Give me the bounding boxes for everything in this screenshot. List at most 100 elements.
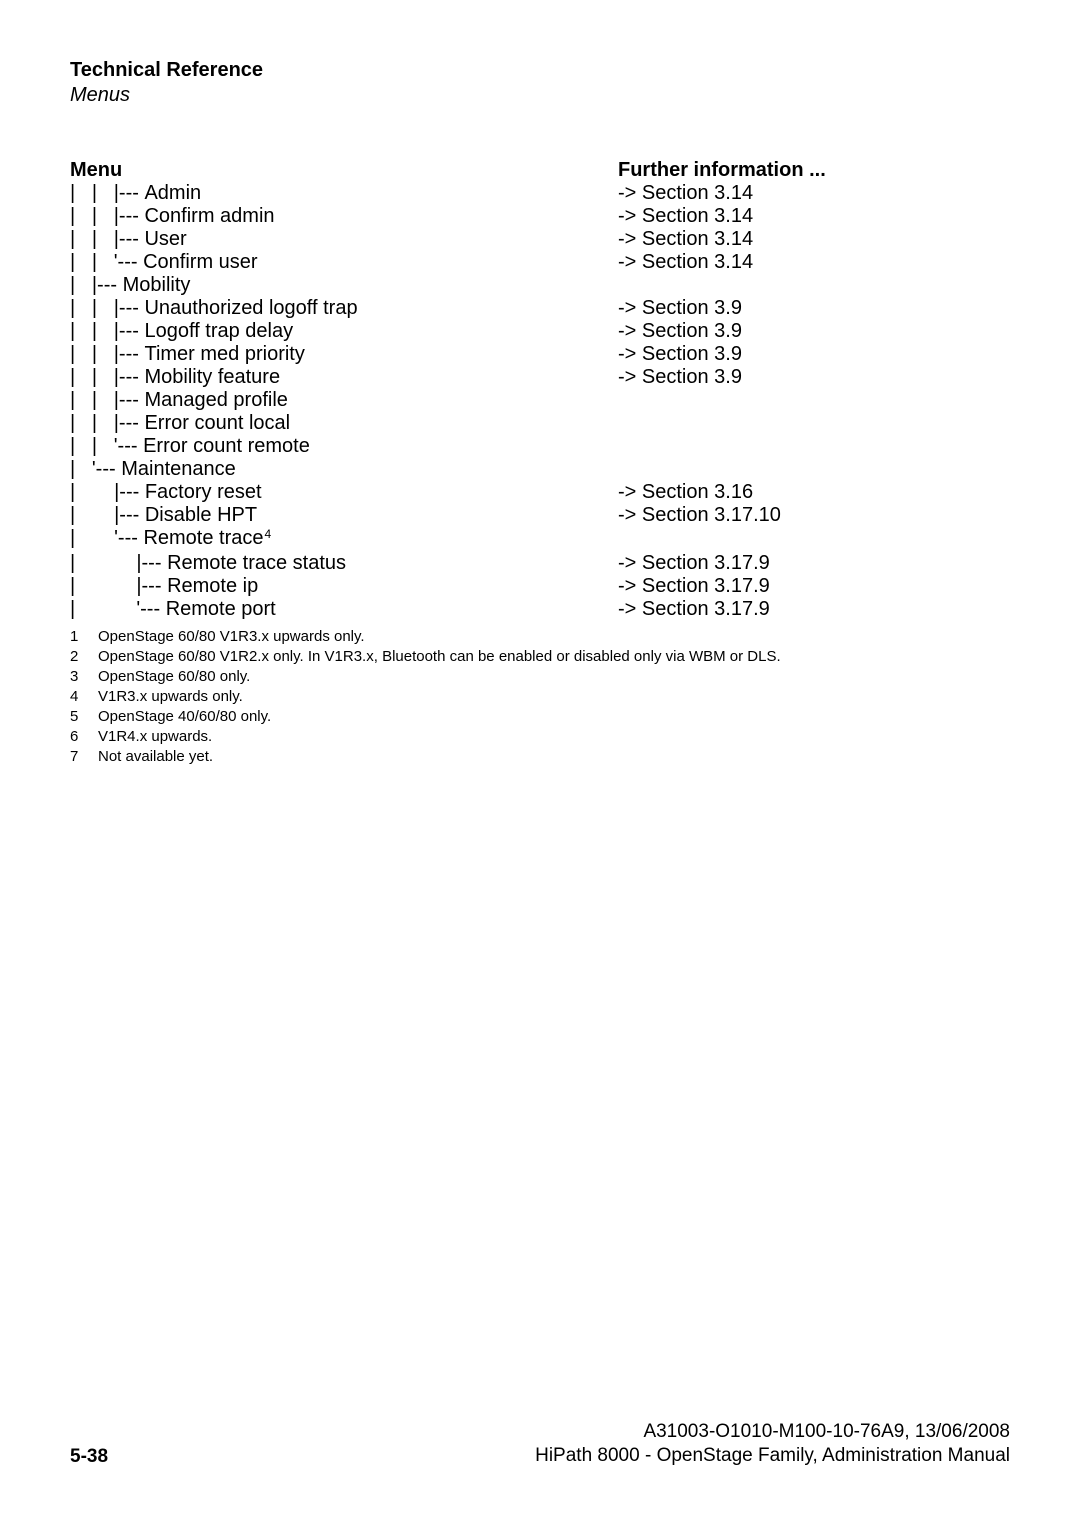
footnote-number: 1 <box>70 627 98 647</box>
page-number: 5-38 <box>70 1446 108 1468</box>
menu-row: | | '--- Confirm user-> Section 3.14 <box>70 251 1010 274</box>
footnote-row: 4V1R3.x upwards only. <box>70 687 1010 707</box>
info-cell <box>618 435 1010 458</box>
menu-cell: | |--- Factory reset <box>70 481 618 504</box>
menu-row: | | |--- Logoff trap delay -> Section 3.9 <box>70 320 1010 343</box>
menu-label: Confirm user <box>143 251 257 274</box>
menu-label: Remote ip <box>167 575 258 598</box>
info-cell: -> Section 3.9 <box>618 320 1010 343</box>
menu-label: Logoff trap delay <box>144 320 293 343</box>
menu-cell: | | |--- Unauthorized logoff trap <box>70 297 618 320</box>
menu-cell: | | |--- Error count local <box>70 412 618 435</box>
footnote-row: 3OpenStage 60/80 only. <box>70 667 1010 687</box>
menu-cell: | | |--- Admin <box>70 182 618 205</box>
info-cell: -> Section 3.14 <box>618 228 1010 251</box>
footnote-row: 2OpenStage 60/80 V1R2.x only. In V1R3.x,… <box>70 647 1010 667</box>
tree-branch: | | '--- <box>70 435 143 458</box>
header-subtitle: Menus <box>70 84 1010 107</box>
menu-row: | | |--- Unauthorized logoff trap-> Sect… <box>70 297 1010 320</box>
page: Technical Reference Menus Menu Further i… <box>0 0 1080 1528</box>
menu-cell: | | |--- Mobility feature <box>70 366 618 389</box>
menu-cell: | | |--- Timer med priority <box>70 343 618 366</box>
doc-id: A31003-O1010-M100-10-76A9, 13/06/2008 <box>535 1420 1010 1444</box>
menu-label: Confirm admin <box>144 205 274 228</box>
menu-label: Unauthorized logoff trap <box>144 297 357 320</box>
info-cell <box>618 389 1010 412</box>
tree-branch: | '--- <box>70 458 121 481</box>
menu-row: | '--- Remote trace4 <box>70 527 1010 552</box>
column-header-info: Further information ... <box>618 159 1010 182</box>
footnote-ref: 4 <box>265 523 272 546</box>
info-cell <box>618 458 1010 481</box>
tree-branch: | | |--- <box>70 228 144 251</box>
menu-label: Remote trace status <box>167 552 346 575</box>
menu-cell: | '--- Remote trace4 <box>70 527 618 552</box>
footer: 5-38 A31003-O1010-M100-10-76A9, 13/06/20… <box>70 1420 1010 1468</box>
menu-label: Factory reset <box>145 481 262 504</box>
tree-branch: | | |--- <box>70 389 144 412</box>
tree-branch: | | '--- <box>70 251 143 274</box>
footnote-row: 7Not available yet. <box>70 747 1010 767</box>
footnote-text: OpenStage 60/80 V1R3.x upwards only. <box>98 627 1010 647</box>
footnote-text: V1R4.x upwards. <box>98 727 1010 747</box>
menu-row: | | |--- User-> Section 3.14 <box>70 228 1010 251</box>
info-cell: -> Section 3.17.9 <box>618 552 1010 575</box>
menu-cell: | | |--- User <box>70 228 618 251</box>
menu-row: | | |--- Error count local <box>70 412 1010 435</box>
tree-branch: | |--- <box>70 504 145 527</box>
info-cell: -> Section 3.14 <box>618 205 1010 228</box>
menu-label: Maintenance <box>121 458 236 481</box>
info-cell: -> Section 3.16 <box>618 481 1010 504</box>
footnote-number: 6 <box>70 727 98 747</box>
tree-branch: | | |--- <box>70 343 144 366</box>
menu-label: Remote trace <box>143 527 263 550</box>
menu-row: | |--- Remote trace status -> Section 3.1… <box>70 552 1010 575</box>
footnote-row: 5OpenStage 40/60/80 only. <box>70 707 1010 727</box>
tree-branch: | '--- <box>70 598 166 621</box>
menu-row: | | |--- Confirm admin -> Section 3.14 <box>70 205 1010 228</box>
menu-label: Disable HPT <box>145 504 257 527</box>
menu-label: User <box>144 228 186 251</box>
tree-branch: | '--- <box>70 527 143 550</box>
info-cell: -> Section 3.9 <box>618 343 1010 366</box>
footnote-row: 6V1R4.x upwards. <box>70 727 1010 747</box>
tree-branch: | | |--- <box>70 412 144 435</box>
menu-cell: | |--- Disable HPT <box>70 504 618 527</box>
menu-cell: | '--- Remote port <box>70 598 618 621</box>
tree-branch: | | |--- <box>70 297 144 320</box>
menu-cell: | | |--- Managed profile <box>70 389 618 412</box>
footnote-text: OpenStage 60/80 only. <box>98 667 1010 687</box>
menu-label: Error count local <box>144 412 290 435</box>
menu-label: Admin <box>144 182 201 205</box>
tree-branch: | | |--- <box>70 205 144 228</box>
menu-row: | | |--- Timer med priority-> Section 3.… <box>70 343 1010 366</box>
tree-branch: | |--- <box>70 481 145 504</box>
footnote-text: OpenStage 40/60/80 only. <box>98 707 1010 727</box>
info-cell: -> Section 3.17.10 <box>618 504 1010 527</box>
menu-cell: | '--- Maintenance <box>70 458 618 481</box>
footnote-text: V1R3.x upwards only. <box>98 687 1010 707</box>
footnote-row: 1OpenStage 60/80 V1R3.x upwards only. <box>70 627 1010 647</box>
tree-branch: | |--- <box>70 552 167 575</box>
info-cell: -> Section 3.9 <box>618 297 1010 320</box>
footnote-number: 3 <box>70 667 98 687</box>
info-cell: -> Section 3.9 <box>618 366 1010 389</box>
menu-label: Managed profile <box>144 389 287 412</box>
menu-label: Error count remote <box>143 435 310 458</box>
menu-label: Remote port <box>166 598 276 621</box>
menu-label: Mobility feature <box>144 366 280 389</box>
menu-cell: | | '--- Error count remote <box>70 435 618 458</box>
doc-title: HiPath 8000 - OpenStage Family, Administ… <box>535 1444 1010 1468</box>
tree-branch: | | |--- <box>70 182 144 205</box>
info-cell <box>618 527 1010 552</box>
header-title: Technical Reference <box>70 58 1010 82</box>
footnote-number: 2 <box>70 647 98 667</box>
menu-cell: | | '--- Confirm user <box>70 251 618 274</box>
menu-row: | |--- Disable HPT-> Section 3.17.10 <box>70 504 1010 527</box>
info-cell <box>618 412 1010 435</box>
menu-cell: | |--- Mobility <box>70 274 618 297</box>
menu-cell: | |--- Remote ip <box>70 575 618 598</box>
tree-branch: | | |--- <box>70 320 144 343</box>
menu-row: | '--- Maintenance <box>70 458 1010 481</box>
menu-row: | |--- Remote ip-> Section 3.17.9 <box>70 575 1010 598</box>
